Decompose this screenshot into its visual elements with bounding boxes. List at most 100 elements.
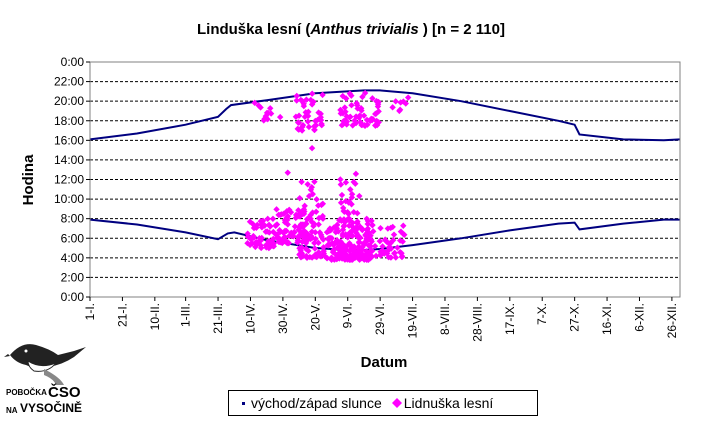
data-point — [400, 98, 407, 105]
x-tick-label: 27-X. — [568, 303, 582, 332]
data-point — [371, 242, 379, 250]
data-point — [400, 222, 407, 229]
data-point — [303, 96, 310, 103]
logo-line-3: NA — [6, 406, 18, 415]
x-tick-label: 10-IV. — [243, 303, 257, 334]
data-point — [389, 223, 396, 231]
data-point — [397, 228, 405, 235]
data-point — [346, 215, 353, 223]
data-point — [343, 118, 351, 125]
data-point — [274, 234, 281, 241]
legend-label-sun: východ/západ slunce — [251, 395, 382, 411]
data-point — [294, 125, 301, 133]
data-point — [305, 123, 313, 131]
y-tick-label: 4:00 — [61, 251, 85, 265]
y-tick-label: 2:00 — [61, 270, 85, 284]
data-point — [353, 100, 360, 107]
data-point — [390, 231, 398, 238]
data-point — [368, 117, 376, 124]
data-point — [379, 247, 386, 254]
data-point — [348, 92, 355, 99]
data-point — [361, 254, 368, 261]
x-tick-label: 16-XI. — [600, 303, 614, 335]
data-point — [357, 118, 364, 126]
data-point — [307, 232, 315, 240]
data-point — [307, 215, 314, 223]
y-tick-label: 14:00 — [54, 153, 84, 167]
data-point — [368, 217, 375, 225]
x-axis-label: Datum — [361, 354, 408, 371]
data-point — [311, 126, 318, 134]
data-point — [361, 89, 369, 97]
logo-line-4: VYSOČINĚ — [20, 401, 83, 415]
data-point — [312, 117, 319, 125]
logo-line-2: ČSO — [48, 384, 81, 401]
data-point — [281, 216, 289, 224]
data-point — [265, 244, 273, 252]
data-point — [287, 209, 295, 216]
data-point — [255, 102, 262, 109]
data-point — [244, 230, 251, 237]
data-point — [386, 245, 393, 252]
data-point — [391, 249, 398, 257]
data-point — [291, 223, 299, 230]
y-axis-label: Hodina — [20, 154, 37, 205]
data-point — [312, 208, 320, 215]
data-point — [337, 106, 344, 114]
data-point — [369, 221, 376, 229]
data-point — [373, 118, 381, 126]
sunrise-line — [89, 218, 680, 251]
logo-line-1: POBOČKA — [6, 388, 47, 397]
data-point — [363, 215, 370, 223]
data-point — [362, 232, 369, 239]
data-point — [372, 122, 379, 129]
data-point — [300, 102, 308, 110]
data-point — [315, 214, 323, 222]
data-point — [361, 121, 368, 129]
data-point — [300, 210, 308, 218]
data-point — [273, 206, 280, 213]
society-logo: POBOČKA ČSO NA VYSOČINĚ — [4, 335, 96, 423]
data-point — [387, 254, 395, 261]
data-point — [308, 144, 316, 152]
x-tick-label: 21-I. — [115, 303, 129, 327]
data-point — [301, 230, 308, 237]
data-point — [377, 252, 384, 259]
data-point — [304, 112, 312, 120]
data-point — [346, 253, 353, 261]
data-point — [304, 181, 311, 188]
data-point — [358, 105, 365, 112]
data-point — [359, 225, 366, 233]
data-point — [377, 224, 384, 232]
x-tick-label: 17-IX. — [503, 303, 517, 335]
data-point — [347, 186, 354, 193]
data-point — [349, 122, 356, 129]
data-points — [244, 89, 412, 263]
data-point — [373, 98, 380, 105]
data-point — [352, 170, 360, 178]
data-point — [244, 240, 251, 247]
data-point — [297, 254, 305, 261]
data-point — [264, 116, 271, 123]
data-point — [404, 94, 412, 101]
data-point — [307, 186, 315, 193]
data-point — [325, 227, 333, 235]
data-point — [301, 202, 308, 210]
data-point — [249, 220, 257, 228]
data-point — [257, 237, 264, 244]
y-tick-label: 22:00 — [54, 75, 84, 89]
data-point — [262, 228, 269, 235]
data-point — [372, 252, 380, 260]
data-point — [306, 234, 313, 241]
x-tick-label: 6-XII. — [632, 303, 646, 332]
y-tick-label: 8:00 — [61, 212, 85, 226]
x-tick-label: 28-VIII. — [470, 303, 484, 342]
data-point — [355, 243, 363, 250]
x-tick-label: 7-X. — [535, 303, 549, 325]
data-point — [330, 241, 337, 249]
data-point — [356, 112, 364, 119]
data-point — [394, 244, 401, 251]
data-point — [396, 249, 404, 256]
y-tick-label: 10:00 — [54, 192, 84, 206]
x-tick-label: 19-VII. — [406, 303, 420, 338]
